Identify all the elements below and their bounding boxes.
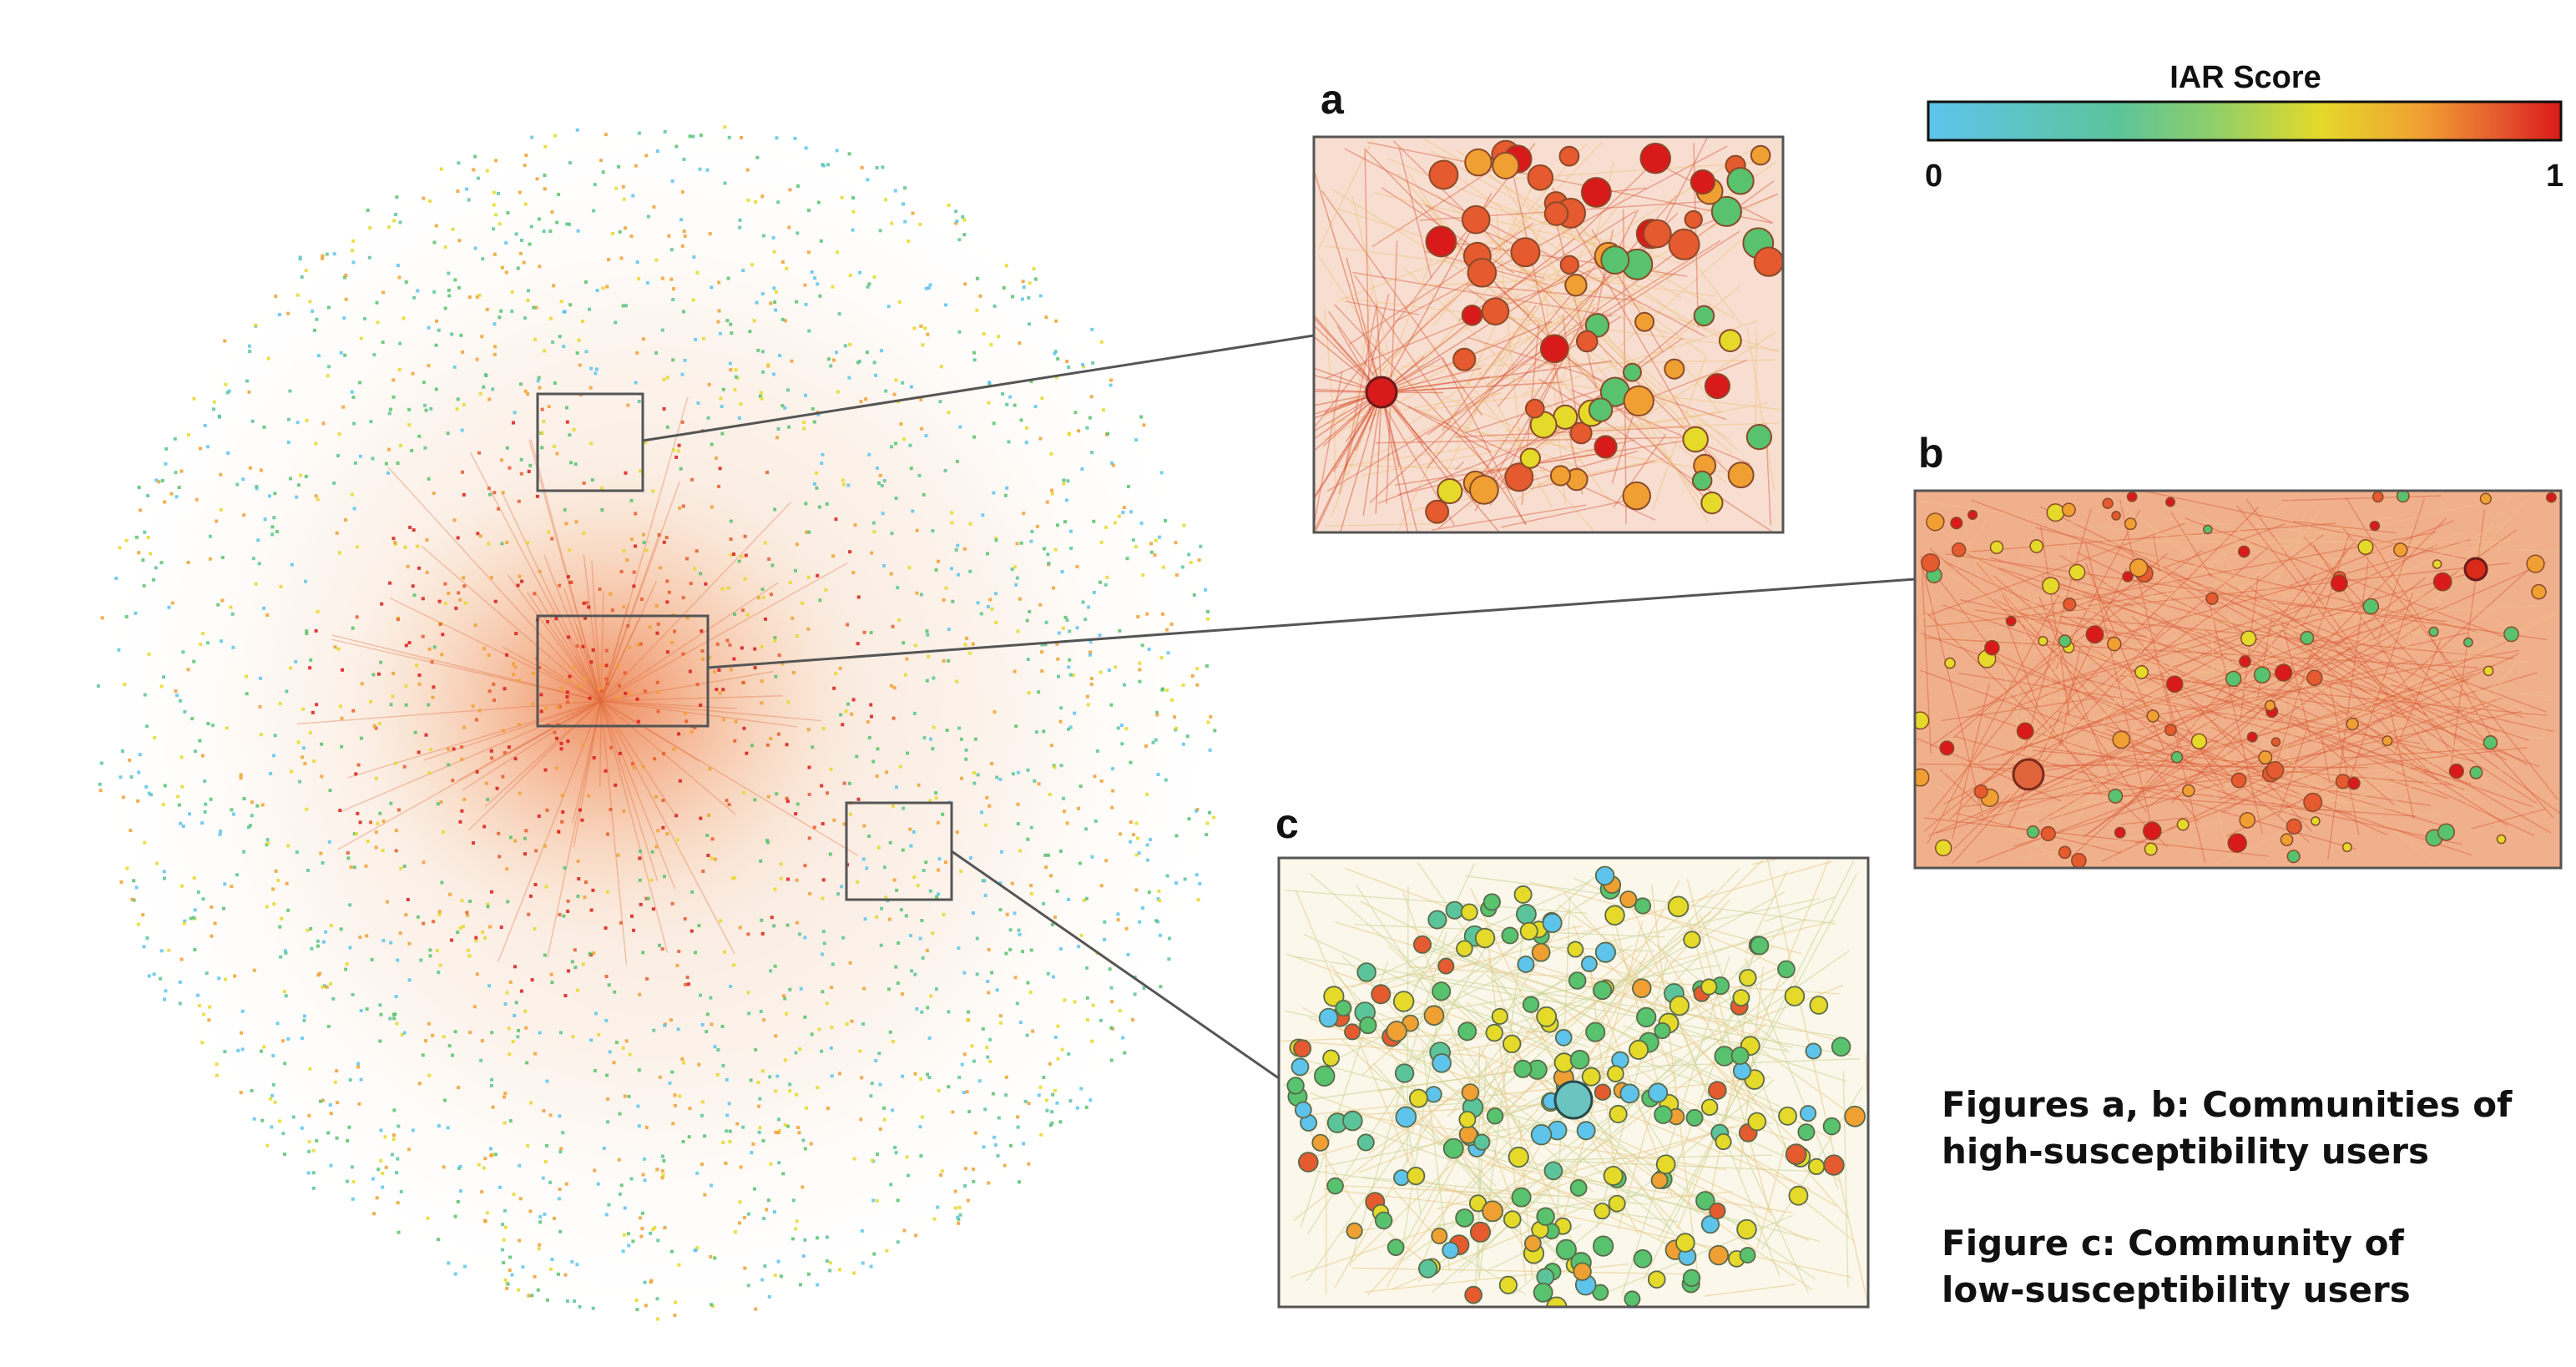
caption-ab-line-1: Figures a, b: Communities of bbox=[1942, 1084, 2513, 1125]
connector-b bbox=[707, 578, 1916, 669]
panel-a-nodes bbox=[1365, 139, 1783, 524]
colorbar-min-label: 0 bbox=[1925, 159, 1943, 194]
zoom-panel-c bbox=[1277, 856, 1870, 1309]
caption-c-line-2: low-susceptibility users bbox=[1942, 1269, 2411, 1310]
panel-c-label: c bbox=[1275, 800, 1299, 847]
panel-b-nodes bbox=[1915, 491, 2557, 868]
highlight-box-b bbox=[536, 614, 710, 728]
caption-ab-line-2: high-susceptibility users bbox=[1942, 1131, 2429, 1172]
main-network-graph bbox=[75, 100, 1244, 1335]
connector-c bbox=[951, 850, 1280, 1080]
main-network-nodes bbox=[96, 125, 1217, 1321]
connector-a bbox=[642, 334, 1315, 442]
panel-c-nodes bbox=[1286, 865, 1866, 1307]
zoom-panel-b bbox=[1913, 489, 2563, 870]
highlight-box-a bbox=[536, 392, 644, 492]
colorbar-max-label: 1 bbox=[2546, 159, 2564, 194]
caption-c-line-1: Figure c: Community of bbox=[1942, 1223, 2404, 1264]
panel-b-label: b bbox=[1918, 430, 1944, 477]
iar-colorbar bbox=[1927, 100, 2563, 142]
colorbar-title: IAR Score bbox=[2169, 60, 2321, 95]
zoom-panel-a bbox=[1312, 135, 1785, 534]
network-core-glow bbox=[326, 451, 876, 951]
panel-a-label: a bbox=[1321, 76, 1344, 123]
